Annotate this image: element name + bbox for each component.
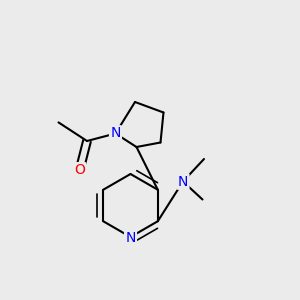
Text: N: N [178,175,188,188]
Text: O: O [74,164,85,177]
Text: N: N [125,232,136,245]
Text: N: N [110,127,121,140]
